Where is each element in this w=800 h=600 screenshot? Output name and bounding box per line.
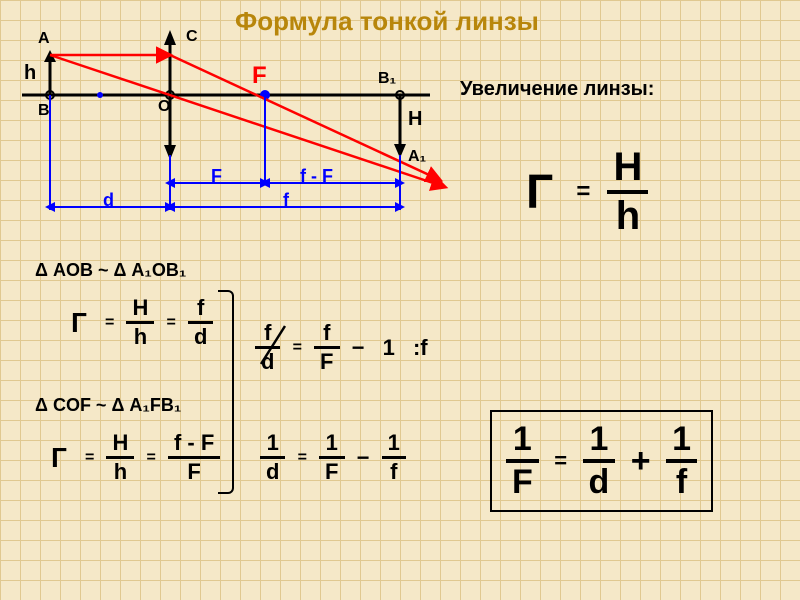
lens-f: f: [666, 463, 697, 502]
gamma: Г: [71, 307, 87, 339]
inv-1b: 1: [319, 430, 344, 459]
lens-1c: 1: [666, 420, 697, 463]
similar-1: Δ AOB ~ Δ A₁OB₁: [35, 260, 186, 281]
dim-Flow: F: [211, 166, 222, 187]
label-A1: A₁: [408, 148, 426, 166]
lens-1a: 1: [506, 420, 539, 463]
den-h2: h: [106, 459, 134, 485]
gamma-2: Г: [51, 442, 67, 474]
inv-d: d: [260, 459, 285, 485]
label-C: C: [186, 28, 198, 46]
label-H: H: [408, 108, 422, 131]
fd-one: 1: [383, 335, 395, 361]
subtitle: Увеличение линзы:: [460, 78, 654, 101]
fd-div: :f: [413, 335, 428, 361]
lens-d: d: [583, 463, 616, 502]
label-B: B: [38, 102, 50, 120]
formula-thin-lens: 1F = 1d + 1f: [490, 410, 713, 512]
label-B1: B₁: [378, 70, 396, 88]
mag-H: H: [607, 145, 648, 194]
num-fmF: f - F: [168, 430, 220, 459]
brace: [218, 290, 234, 494]
inv-1: 1: [260, 430, 285, 459]
dim-fmF: f - F: [300, 166, 333, 187]
den-d: d: [188, 324, 213, 350]
dim-d: d: [103, 190, 114, 211]
similar-2: Δ COF ~ Δ A₁FB₁: [35, 395, 181, 416]
den-F: F: [168, 459, 220, 485]
den-h: h: [126, 324, 154, 350]
label-F: F: [252, 62, 267, 90]
num-f: f: [188, 295, 213, 324]
lens-F: F: [506, 463, 539, 502]
label-A: A: [38, 30, 50, 48]
inv-f: f: [382, 459, 406, 485]
gamma-big: Г: [526, 165, 553, 220]
formula-fd: fd = fF − 1 :f: [255, 320, 434, 375]
fd-F: F: [314, 349, 339, 375]
label-O: O: [158, 98, 170, 116]
fd-f2: f: [314, 320, 339, 349]
formula-g-fF: Г = Hh = f - FF: [45, 430, 220, 485]
formula-magnification: Г = Hh: [520, 145, 648, 239]
formula-g-hf: Г = Hh = fd: [65, 295, 213, 350]
num-H: H: [126, 295, 154, 324]
slash-icon: [255, 320, 291, 370]
page-title: Формула тонкой линзы: [235, 6, 539, 37]
dim-f: f: [283, 190, 289, 211]
inv-1c: 1: [382, 430, 406, 459]
mag-h: h: [607, 194, 648, 239]
inv-F: F: [319, 459, 344, 485]
formula-inv: 1d = 1F − 1f: [260, 430, 406, 485]
label-h: h: [24, 62, 36, 85]
lens-1b: 1: [583, 420, 616, 463]
num-H2: H: [106, 430, 134, 459]
